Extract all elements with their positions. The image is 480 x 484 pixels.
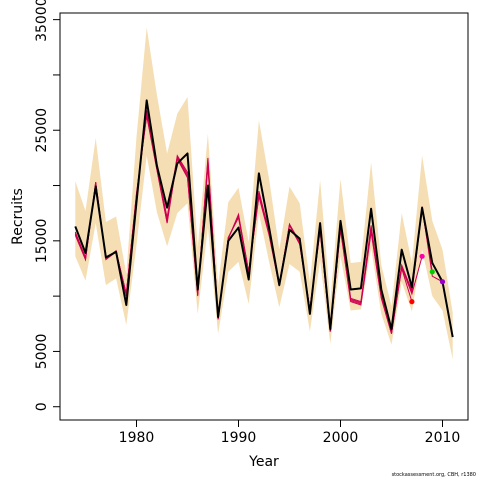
recruits-main-line (74, 99, 454, 338)
x-axis: 1980 1990 2000 2010 (119, 420, 461, 446)
x-tick-label-2000: 2000 (323, 430, 359, 446)
terminal-point-2010 (439, 279, 446, 285)
x-tick-label-2010: 2010 (425, 430, 461, 446)
terminal-points-layer (409, 253, 446, 305)
x-axis-title: Year (248, 454, 279, 470)
y-axis-title: Recruits (10, 188, 26, 245)
y-axis: 0 5000 15000 25000 35000 (34, 0, 60, 411)
confidence-band-layer (75, 27, 453, 360)
x-tick-label-1990: 1990 (221, 430, 257, 446)
credit-text: stockassessment.org, CBH, r1380 (392, 472, 476, 478)
y-tick-label-35000: 35000 (34, 0, 50, 42)
confidence-band (75, 27, 453, 360)
terminal-point-2008 (419, 253, 425, 259)
terminal-point-2007 (409, 299, 415, 305)
terminal-point-2009 (429, 269, 435, 275)
y-tick-label-0: 0 (34, 402, 50, 411)
y-tick-label-25000: 25000 (34, 108, 50, 153)
y-tick-label-15000: 15000 (34, 219, 50, 264)
x-tick-label-1980: 1980 (119, 430, 155, 446)
main-line-layer (74, 99, 454, 338)
y-tick-label-5000: 5000 (34, 334, 50, 370)
plot-frame (59, 12, 469, 421)
